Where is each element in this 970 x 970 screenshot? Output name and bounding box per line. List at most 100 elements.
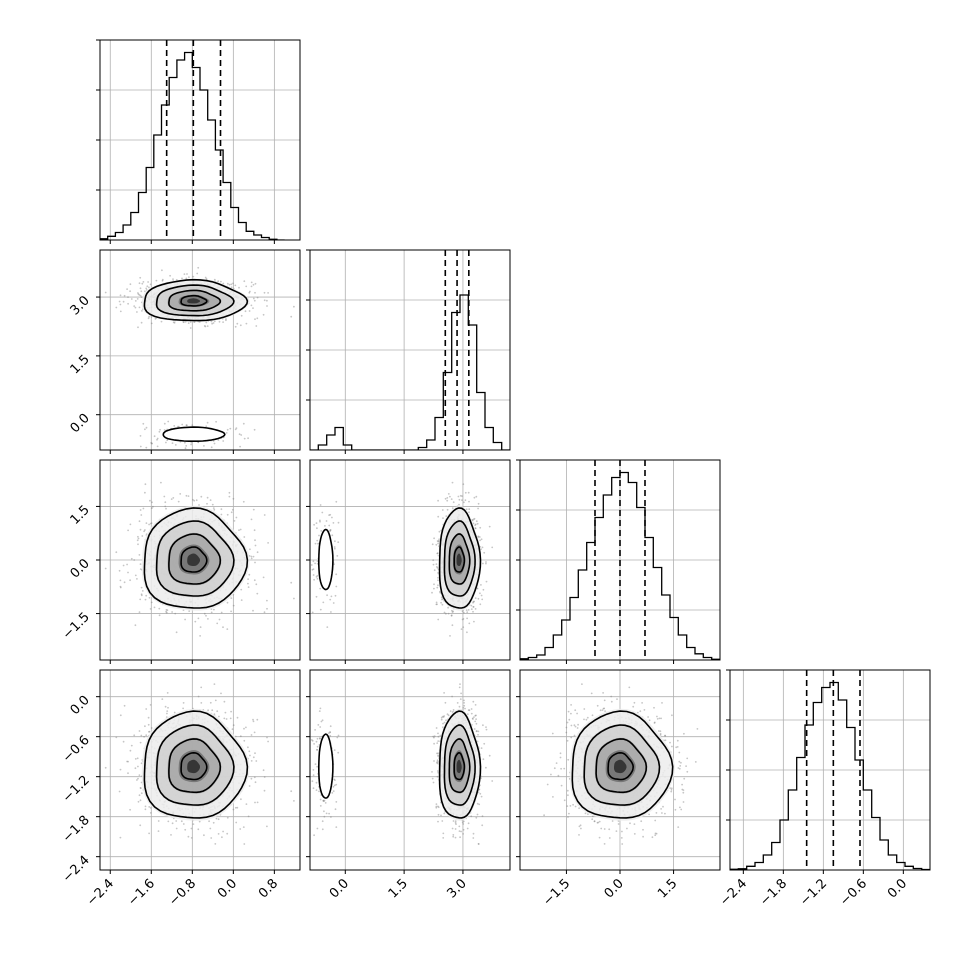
scatter-point: [139, 287, 142, 290]
scatter-point: [188, 276, 190, 278]
scatter-point: [228, 491, 231, 494]
scatter-point: [467, 609, 470, 611]
contour-line: [155, 284, 235, 317]
scatter-point: [266, 305, 268, 307]
scatter-point: [473, 600, 475, 603]
scatter-point: [154, 318, 157, 320]
scatter-point: [166, 692, 169, 694]
scatter-point: [184, 618, 187, 621]
scatter-point: [140, 593, 143, 596]
scatter-point: [290, 315, 293, 318]
scatter-point: [149, 522, 152, 525]
scatter-point: [118, 300, 121, 303]
scatter-point: [163, 429, 166, 431]
scatter-point: [234, 284, 237, 287]
scatter-point: [210, 837, 213, 839]
scatter-point: [439, 590, 441, 593]
scatter-point: [139, 276, 142, 279]
scatter-point: [253, 579, 256, 582]
scatter-point: [138, 554, 141, 556]
scatter-point: [475, 495, 478, 498]
scatter-point: [473, 620, 475, 623]
scatter-point: [138, 306, 141, 309]
scatter-point: [250, 304, 253, 307]
scatter-point: [442, 517, 444, 519]
scatter-point: [144, 428, 146, 431]
scatter-point: [165, 611, 168, 614]
scatter-point: [200, 495, 203, 498]
scatter-point: [437, 579, 439, 582]
scatter-point: [331, 516, 333, 519]
scatter-point: [238, 433, 241, 436]
scatter-point: [147, 723, 150, 726]
scatter-point: [446, 508, 449, 511]
scatter-point: [198, 820, 201, 823]
scatter-point: [239, 528, 242, 531]
scatter-point: [451, 609, 453, 612]
scatter-point: [152, 505, 154, 508]
scatter-point: [192, 275, 195, 278]
scatter-point: [240, 588, 243, 591]
scatter-point: [137, 292, 139, 294]
scatter-point: [235, 516, 238, 519]
scatter-point: [220, 280, 222, 283]
scatter-point: [225, 318, 227, 320]
scatter-point: [119, 579, 122, 582]
scatter-point: [437, 540, 440, 542]
scatter-point: [206, 421, 209, 424]
scatter-point: [462, 611, 465, 614]
scatter-point: [337, 521, 340, 524]
scatter-point: [239, 445, 242, 448]
scatter-point: [150, 522, 153, 524]
panel-content: [104, 481, 295, 637]
scatter-point: [248, 555, 251, 557]
scatter-point: [479, 526, 482, 529]
scatter-point: [144, 491, 146, 494]
scatter-point: [164, 505, 167, 508]
scatter-point: [129, 808, 132, 811]
scatter-point: [203, 445, 205, 447]
scatter-point: [263, 299, 266, 302]
scatter-point: [182, 321, 185, 324]
scatter-point: [252, 297, 255, 300]
scatter-point: [244, 310, 247, 313]
scatter-point: [171, 822, 174, 825]
scatter-point: [437, 540, 440, 543]
scatter-point: [129, 290, 132, 293]
scatter-point: [126, 563, 128, 566]
scatter-point: [239, 828, 242, 830]
scatter-point: [175, 820, 178, 822]
scatter-point: [203, 612, 206, 615]
scatter-point: [472, 606, 475, 608]
scatter-point: [433, 583, 435, 586]
scatter-point: [151, 501, 153, 504]
scatter-point: [480, 538, 483, 541]
scatter-point: [485, 580, 488, 583]
scatter-point: [472, 606, 475, 608]
scatter-point: [218, 320, 221, 323]
scatter-point: [267, 542, 269, 544]
scatter-point: [115, 306, 118, 309]
scatter-point: [178, 425, 180, 428]
contour-line: [155, 520, 235, 597]
scatter-point: [192, 823, 195, 825]
scatter-point: [336, 555, 339, 557]
scatter-point: [477, 502, 480, 505]
scatter-point: [445, 515, 448, 517]
scatter-point: [232, 808, 235, 811]
scatter-point: [197, 266, 200, 269]
scatter-point: [133, 559, 136, 561]
scatter-point: [483, 551, 486, 554]
scatter-point: [250, 555, 253, 558]
scatter-point: [215, 420, 218, 423]
scatter-point: [148, 523, 151, 526]
scatter-point: [311, 568, 314, 571]
scatter-point: [450, 614, 453, 617]
scatter-point: [440, 601, 442, 604]
scatter-point: [212, 440, 215, 442]
scatter-point: [437, 542, 439, 545]
scatter-point: [319, 519, 321, 522]
scatter-point: [311, 611, 314, 614]
scatter-point: [438, 530, 441, 533]
scatter-point: [133, 305, 136, 307]
